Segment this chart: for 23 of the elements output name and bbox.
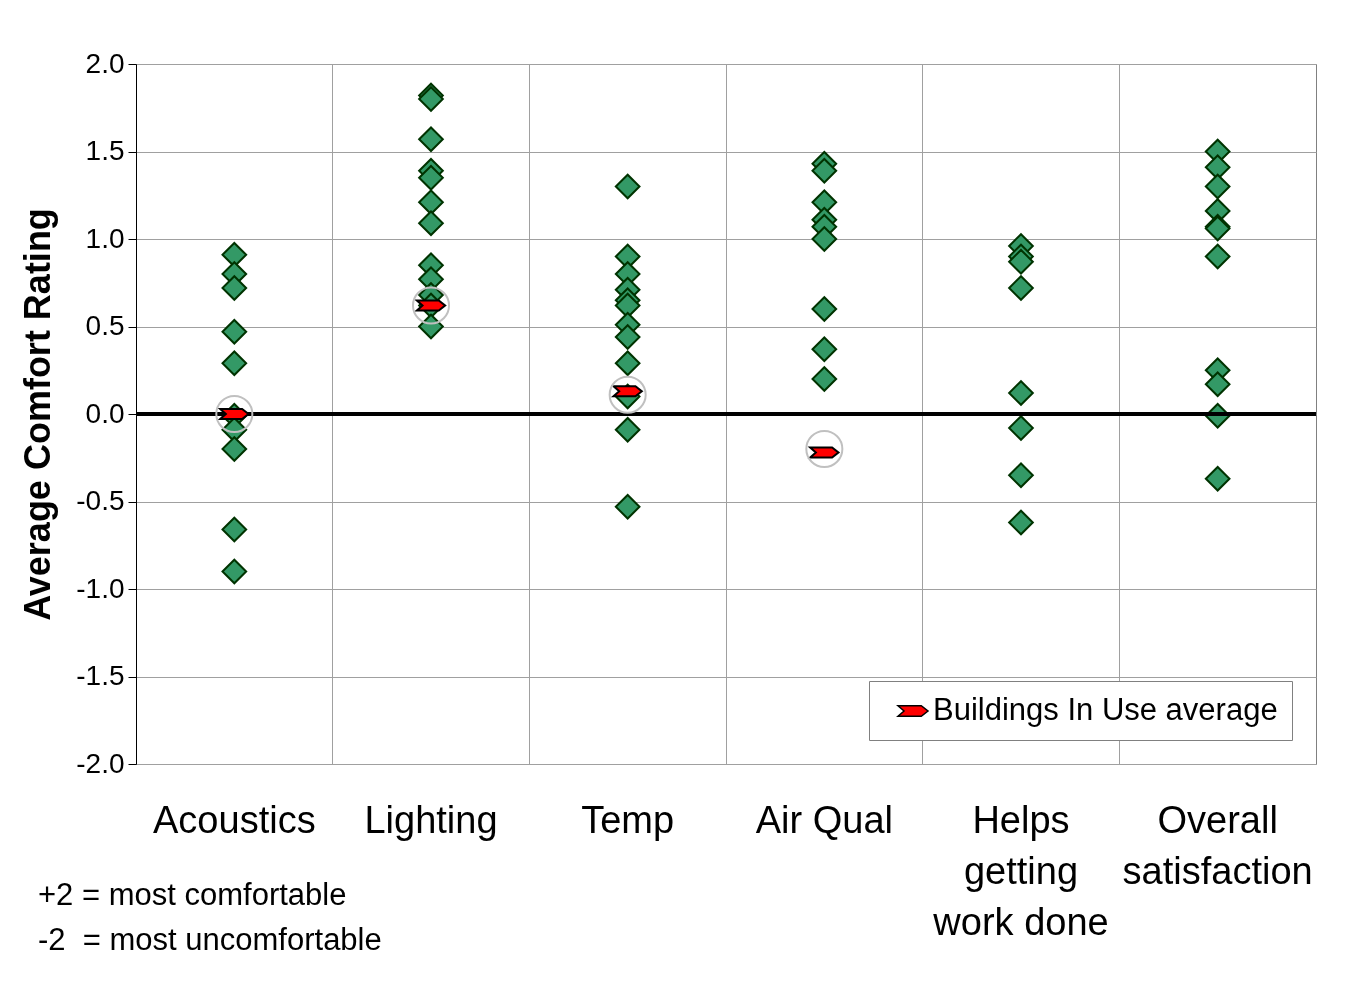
x-tick-label: Lighting bbox=[364, 798, 498, 841]
x-tick-label: Temp bbox=[581, 798, 675, 841]
x-tick-label: Overall satisfaction bbox=[1122, 798, 1313, 892]
x-tick-label: Acoustics bbox=[153, 798, 316, 841]
y-tick-label: -1.5 bbox=[76, 660, 125, 691]
text: -2 = most uncomfortable bbox=[38, 922, 382, 957]
y-tick-label: -1.0 bbox=[76, 572, 125, 604]
point bbox=[608, 375, 647, 414]
y-tick-label: -2.0 bbox=[76, 747, 125, 779]
point bbox=[215, 395, 254, 433]
y-tick-label: -0.5 bbox=[76, 485, 125, 516]
text: +2 = most comfortable bbox=[38, 877, 347, 912]
y-tick-label: 0.0 bbox=[85, 397, 125, 429]
y-axis-title: Average Comfort Rating bbox=[17, 208, 59, 621]
point bbox=[805, 430, 844, 468]
y-tick-label: 1.0 bbox=[85, 222, 125, 254]
y-tick-label: 1.5 bbox=[85, 135, 125, 166]
point bbox=[411, 286, 451, 325]
x-tick-label: Air Qual bbox=[755, 798, 893, 841]
legend-label: Buildings In Use average bbox=[933, 692, 1278, 727]
y-tick-label: 2.0 bbox=[85, 47, 125, 79]
x-tick-label: Helps getting work done bbox=[932, 798, 1109, 943]
y-tick-label: 0.5 bbox=[85, 310, 125, 341]
